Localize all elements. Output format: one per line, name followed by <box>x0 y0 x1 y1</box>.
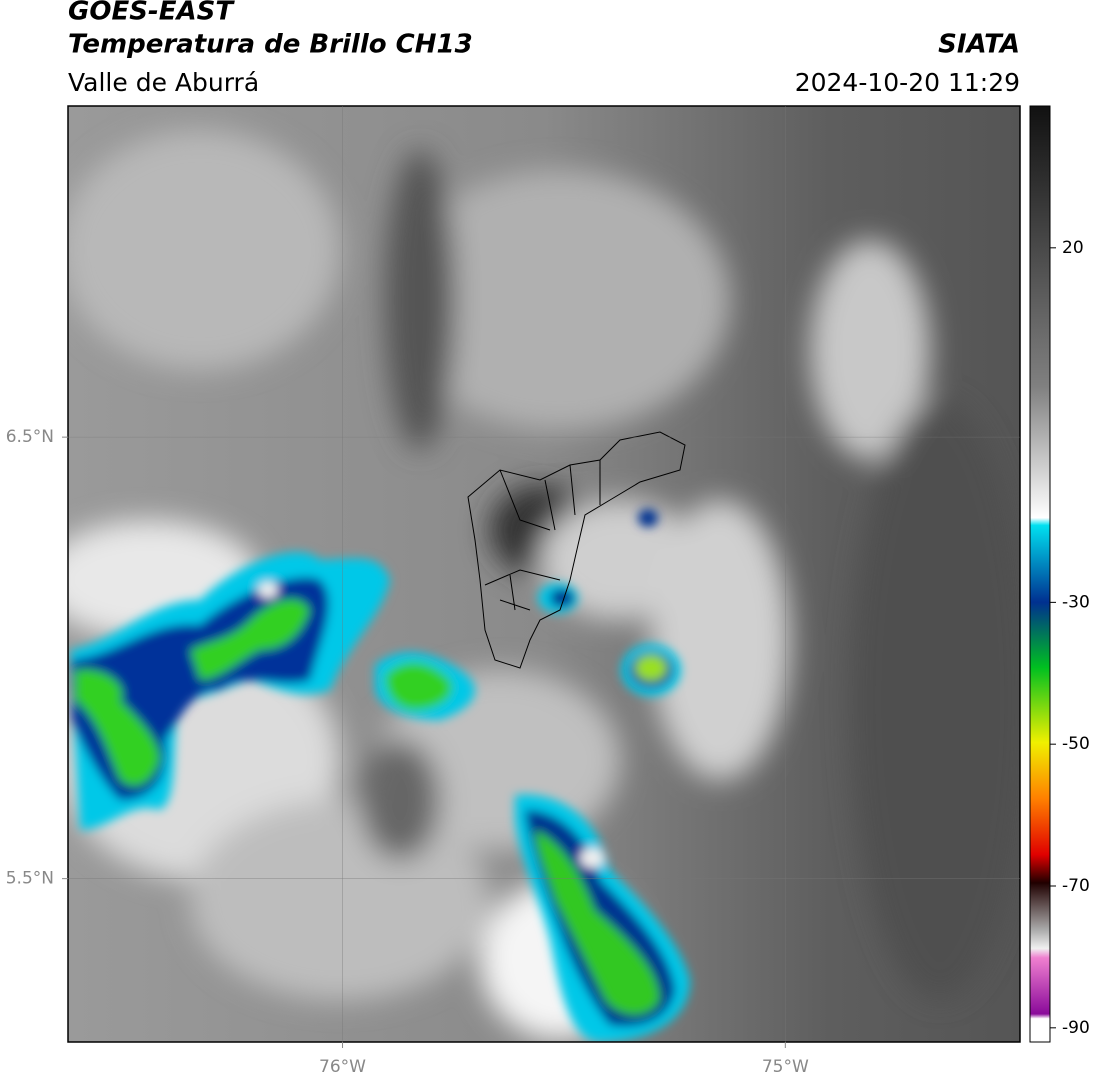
satellite-image <box>68 106 1020 1042</box>
colorbar-tick-label: 20 <box>1062 238 1084 258</box>
x-tick-label: 75°W <box>762 1057 809 1077</box>
map-frame <box>67 105 1021 1043</box>
subtitle: Temperatura de Brillo CH13 <box>68 30 473 60</box>
colorbar-tick-label: -70 <box>1062 876 1090 896</box>
colorbar-tick-label: -90 <box>1062 1018 1090 1038</box>
title: GOES-EAST <box>68 0 235 27</box>
y-tick-label: 6.5°N <box>6 427 54 447</box>
timestamp: 2024-10-20 11:29 <box>795 68 1020 97</box>
region: Valle de Aburrá <box>68 68 259 97</box>
x-tick-label: 76°W <box>319 1057 366 1077</box>
source: SIATA <box>938 30 1020 60</box>
y-tick-label: 5.5°N <box>6 869 54 889</box>
colorbar-tick-label: -30 <box>1062 592 1090 612</box>
colorbar <box>1029 105 1051 1043</box>
colorbar-tick-label: -50 <box>1062 734 1090 754</box>
